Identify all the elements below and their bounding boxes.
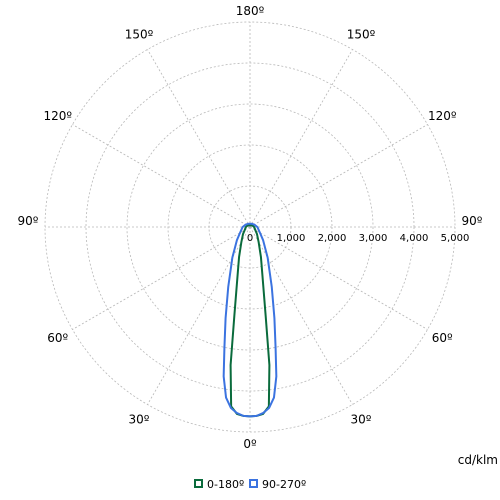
angle-label: 150º <box>125 28 154 42</box>
angle-label: 120º <box>428 109 457 123</box>
series-curves <box>222 222 278 418</box>
radial-tick-label: 0 <box>247 233 253 244</box>
legend-swatch <box>194 479 203 488</box>
angle-label: 120º <box>43 109 72 123</box>
polar-grid <box>44 21 456 433</box>
angle-label: 150º <box>347 28 376 42</box>
legend: 0-180º 90-270º <box>194 478 306 491</box>
radial-tick-label: 1,000 <box>277 233 306 244</box>
angle-label: 30º <box>351 412 372 426</box>
legend-swatch <box>249 479 258 488</box>
angle-label: 0º <box>243 437 257 451</box>
angle-label: 60º <box>47 331 68 345</box>
grid-spoke <box>72 124 251 228</box>
angle-label: 90º <box>462 214 483 228</box>
angle-labels: 180º 150º 150º 120º 120º 90º 90º 60º 60º 30º 30º 0º <box>18 4 483 451</box>
grid-spoke <box>72 226 251 330</box>
grid-spoke <box>147 49 251 228</box>
series-line-1 <box>229 224 271 418</box>
legend-label: 90-270º <box>262 478 306 491</box>
angle-label: 30º <box>129 412 150 426</box>
radial-tick-label: 2,000 <box>318 233 347 244</box>
radial-tick-labels: 0 1,000 2,000 3,000 4,000 5,000 <box>247 233 470 244</box>
series-line-2 <box>222 222 278 418</box>
radial-tick-label: 5,000 <box>441 233 470 244</box>
grid-circle <box>126 103 374 351</box>
angle-label: 90º <box>18 214 39 228</box>
grid-spoke <box>249 49 353 228</box>
angle-label: 180º <box>236 4 265 18</box>
legend-label: 0-180º <box>207 478 244 491</box>
angle-label: 60º <box>432 331 453 345</box>
grid-spoke <box>249 124 428 228</box>
unit-label: cd/klm <box>458 453 498 467</box>
radial-tick-label: 4,000 <box>400 233 429 244</box>
radial-tick-label: 3,000 <box>359 233 388 244</box>
